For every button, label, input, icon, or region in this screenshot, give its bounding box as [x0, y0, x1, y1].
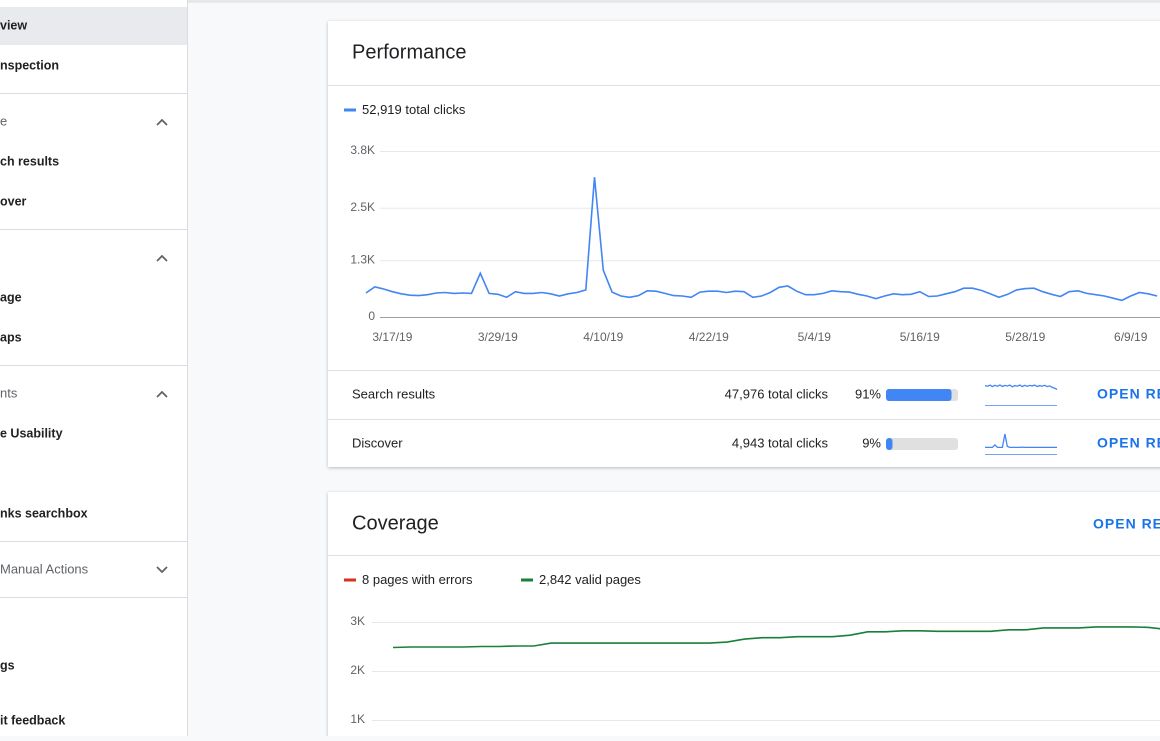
sidebar-lines	[0, 93, 187, 598]
x-tick-label: 3/17/19	[372, 330, 412, 344]
legend-swatch	[344, 108, 356, 112]
legend-swatch	[344, 578, 356, 582]
sparkline	[985, 433, 1057, 449]
nav-item[interactable]: aps	[0, 330, 22, 344]
y-tick-label: 2.5K	[350, 200, 375, 214]
nav-section[interactable]: e	[0, 113, 7, 128]
nav-item[interactable]: age	[0, 290, 22, 304]
legend-label: 8 pages with errors	[362, 572, 473, 587]
x-tick-label: 5/4/19	[798, 330, 832, 344]
x-tick-label: 4/22/19	[689, 330, 729, 344]
row-share-label: 91%	[855, 386, 881, 401]
legend-label: 52,919 total clicks	[362, 102, 466, 117]
nav-section[interactable]: nts	[0, 385, 18, 400]
share-bar	[886, 389, 952, 401]
nav-item[interactable]: e Usability	[0, 426, 63, 440]
row-share-label: 9%	[862, 435, 881, 450]
card-dividers	[328, 85, 1160, 420]
card-title: Performance	[352, 41, 467, 63]
share-track	[886, 438, 958, 450]
sparkline	[984, 384, 1058, 391]
nav-item[interactable]: nks searchbox	[0, 506, 88, 520]
card-title: Coverage	[352, 512, 439, 534]
row-name: Discover	[352, 435, 403, 450]
x-tick-label: 3/29/19	[478, 330, 518, 344]
x-tick-label: 6/9/19	[1114, 330, 1148, 344]
selected-bg	[0, 7, 187, 45]
nav-item[interactable]: it feedback	[0, 713, 65, 727]
x-tick-label: 4/10/19	[583, 330, 623, 344]
y-tick-label: 3.8K	[350, 143, 375, 157]
open-report-button[interactable]: OPEN REPORT	[1093, 516, 1160, 532]
chevrons	[156, 118, 168, 574]
performance-card	[328, 21, 1160, 467]
y-tick-label: 1K	[350, 712, 365, 726]
x-tick-label: 5/16/19	[900, 330, 940, 344]
nav-item[interactable]: nspection	[0, 58, 59, 72]
legend-label: 2,842 valid pages	[539, 572, 641, 587]
app-bar-shadow	[0, 0, 1160, 3]
nav-item[interactable]: gs	[0, 658, 15, 672]
row-name: Search results	[352, 386, 436, 401]
share-bar	[886, 438, 893, 450]
series-line	[365, 177, 1158, 302]
x-tick-label: 5/28/19	[1005, 330, 1045, 344]
coverage-card	[328, 492, 1160, 741]
nav-item[interactable]: over	[0, 194, 27, 208]
y-tick-label: 0	[368, 309, 375, 323]
y-tick-label: 2K	[350, 663, 365, 677]
y-tick-label: 1.3K	[350, 252, 375, 266]
nav-item[interactable]: view	[0, 18, 27, 32]
series-line	[392, 626, 1160, 649]
open-report-button[interactable]: OPEN REPORT	[1097, 386, 1160, 402]
nav-item[interactable]: ch results	[0, 154, 59, 168]
y-tick-label: 3K	[350, 614, 365, 628]
legend-swatch	[521, 578, 533, 582]
nav-section[interactable]: Manual Actions	[0, 561, 89, 576]
row-clicks: 4,943 total clicks	[732, 435, 829, 450]
sidebar	[0, 0, 187, 736]
open-report-button[interactable]: OPEN REPORT	[1097, 435, 1160, 451]
row-clicks: 47,976 total clicks	[725, 386, 829, 401]
